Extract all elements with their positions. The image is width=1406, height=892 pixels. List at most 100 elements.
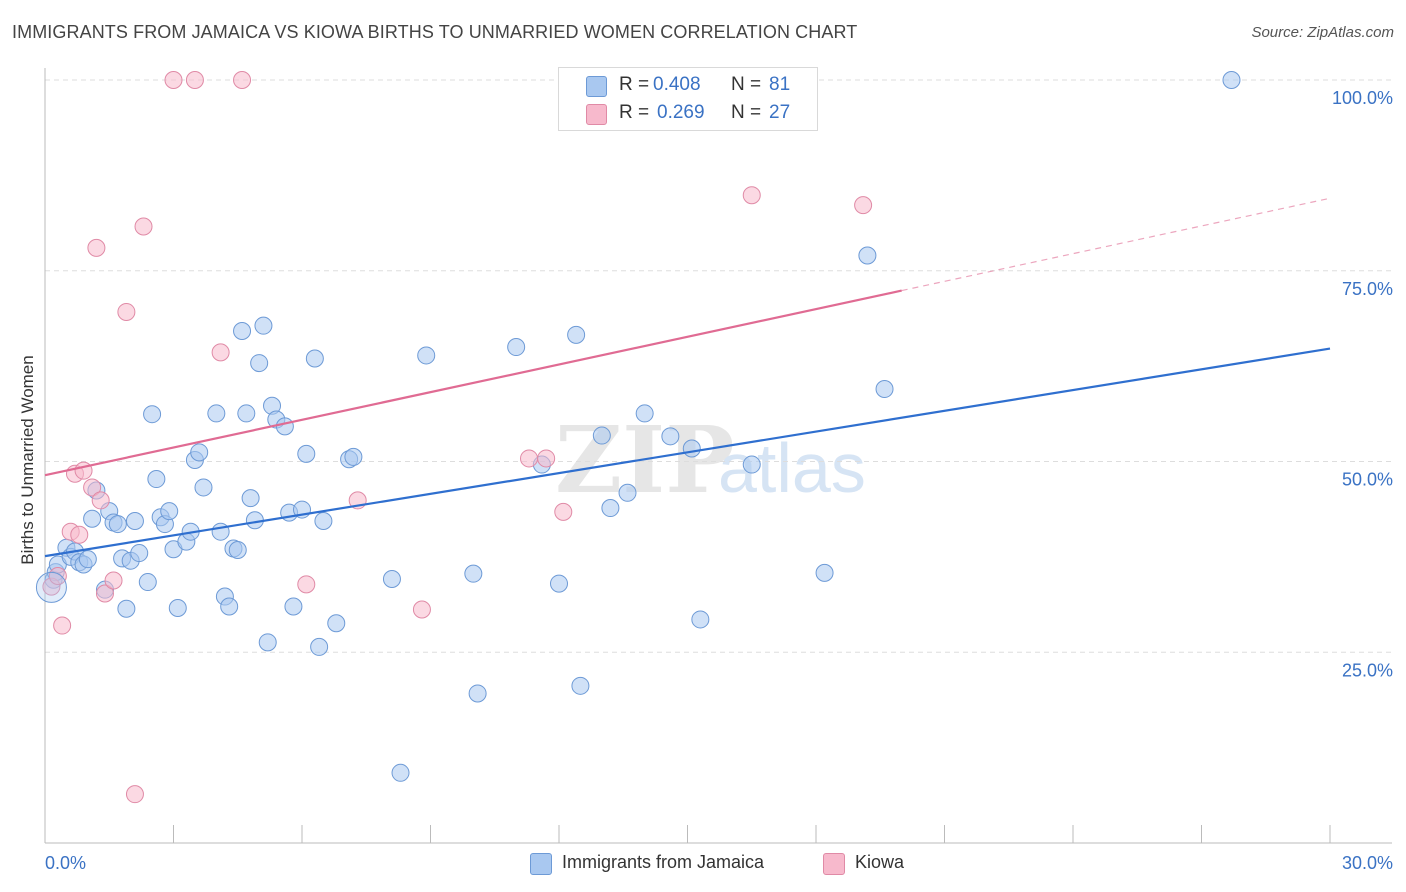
point-jamaica [314,512,333,531]
point-kiowa [91,491,110,510]
point-jamaica [464,564,483,583]
point-kiowa [854,196,873,215]
watermark: ZIPatlas [555,406,866,514]
legend-label-jamaica: Immigrants from Jamaica [562,852,765,872]
point-jamaica [344,447,363,466]
point-kiowa [520,449,539,468]
y-tick-label: 100.0% [1332,88,1393,108]
point-jamaica [250,354,269,373]
point-kiowa [233,71,252,89]
trend-line-kiowa [44,289,902,477]
legend-row-jamaica: R = 0.408 N = 81 [559,71,817,101]
source-note: Source: ZipAtlas.com [1251,24,1394,41]
point-kiowa [87,238,106,257]
y-tick-label: 75.0% [1342,279,1393,299]
y-axis-title: Births to Unmarried Women [18,355,37,564]
point-jamaica [571,676,590,695]
point-jamaica [310,637,329,656]
point-jamaica [168,598,187,617]
point-kiowa [537,449,556,468]
point-kiowa [53,616,72,635]
point-jamaica [635,404,654,423]
axes [44,68,1392,844]
point-kiowa [95,584,114,603]
point-jamaica [207,404,226,423]
point-jamaica [117,599,136,618]
point-jamaica [220,597,239,616]
legend-label-kiowa: Kiowa [855,852,905,872]
legend-swatch-kiowa [586,104,607,125]
point-jamaica [160,502,179,521]
point-jamaica [742,455,761,474]
point-jamaica [228,541,247,560]
legend-n-value: 27 [769,102,791,123]
point-jamaica [305,349,324,368]
legend-swatch-jamaica [530,853,552,875]
point-jamaica [682,439,701,458]
point-jamaica [35,571,67,603]
point-jamaica [507,338,526,357]
x-tick-label: 0.0% [45,853,86,873]
trend-line-kiowa-extension [901,197,1331,292]
legend-r-label: R = [619,74,650,95]
trend-lines [44,197,1331,558]
point-jamaica [275,417,294,436]
point-kiowa [742,186,761,205]
point-jamaica [382,570,401,589]
point-kiowa [125,785,144,804]
legend-n-label: N = [731,74,762,95]
point-kiowa [211,343,230,362]
point-kiowa [164,71,183,89]
point-jamaica [194,478,213,497]
point-jamaica [284,597,303,616]
tick-labels: 25.0% 50.0% 75.0% 100.0% 0.0% 30.0% Births to … [18,88,1393,873]
point-jamaica [233,322,252,341]
legend-row-kiowa: R = 0.269 N = 27 [559,99,817,129]
point-jamaica [125,512,144,531]
point-jamaica [237,404,256,423]
point-jamaica [190,443,209,462]
point-kiowa [134,217,153,236]
point-kiowa [117,302,136,321]
y-tick-label: 50.0% [1342,470,1393,490]
y-tick-label: 25.0% [1342,660,1393,680]
point-kiowa [104,571,123,590]
point-jamaica [858,246,877,265]
legend-n-label: N = [731,102,762,123]
trend-line-jamaica [44,347,1331,558]
point-jamaica [130,544,149,563]
legend-swatch-kiowa [823,853,845,875]
point-kiowa [70,525,89,544]
point-jamaica [297,444,316,463]
x-tick-label: 30.0% [1342,853,1393,873]
point-jamaica [143,405,162,424]
point-kiowa [48,566,67,585]
legend-n-value: 81 [769,74,791,95]
point-jamaica [417,346,436,365]
point-jamaica [391,763,410,782]
point-jamaica [147,470,166,489]
point-kiowa [185,71,204,89]
point-kiowa [83,478,102,497]
point-jamaica [550,574,568,593]
point-jamaica [815,563,834,582]
point-jamaica [601,499,620,518]
legend-swatch-jamaica [586,76,607,97]
point-kiowa [554,502,573,521]
point-kiowa [297,575,316,594]
data-points [35,71,1241,804]
legend-r-value: 0.269 [657,102,705,123]
point-jamaica [567,325,586,344]
gridlines [45,79,1392,653]
point-jamaica [138,573,157,592]
point-jamaica [592,426,611,445]
legend-r-label: R = [619,102,650,123]
point-jamaica [661,427,680,446]
point-jamaica [1222,71,1241,89]
point-jamaica [258,633,277,652]
point-jamaica [618,483,637,502]
point-jamaica [327,614,346,633]
point-jamaica [254,316,273,335]
watermark-atlas: atlas [718,429,866,507]
chart-title: IMMIGRANTS FROM JAMAICA VS KIOWA BIRTHS … [12,22,858,42]
